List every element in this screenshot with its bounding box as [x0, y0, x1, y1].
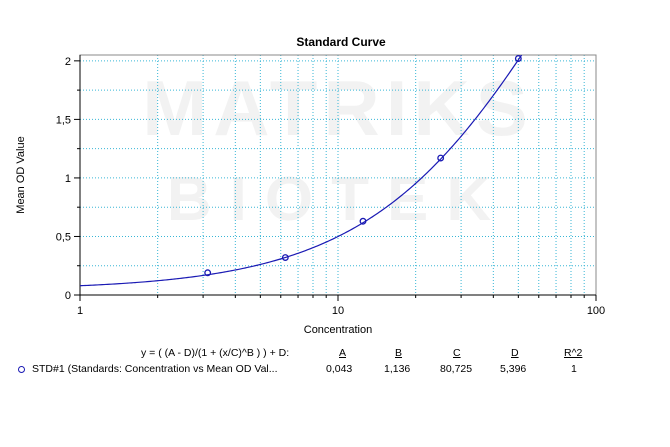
legend-header-c: C: [453, 347, 461, 359]
legend-value-c: 80,725: [440, 363, 473, 375]
x-tick-label: 10: [332, 305, 344, 317]
legend-series-label: STD#1 (Standards: Concentration vs Mean …: [32, 363, 278, 375]
legend-value-r2: 1: [571, 363, 577, 375]
axes: [74, 55, 597, 301]
data-points: [204, 55, 522, 277]
legend-value-b: 1,136: [384, 363, 411, 375]
data-point: [204, 269, 212, 277]
x-tick-label: 100: [587, 305, 605, 317]
x-tick-label: 1: [77, 305, 83, 317]
data-point: [281, 254, 289, 261]
x-axis-label: Concentration: [304, 324, 373, 336]
tick-labels: 1 10 100 0 0,5 1 1,5 2: [56, 56, 605, 317]
data-point: [514, 55, 522, 62]
y-tick-label: 2: [65, 56, 71, 68]
legend-table: y = ( (A - D)/(1 + (x/C)^B ) ) + D: A B …: [0, 346, 670, 386]
legend-equation: y = ( (A - D)/(1 + (x/C)^B ) ) + D:: [141, 347, 290, 359]
legend-value-a: 0,043: [326, 363, 353, 375]
watermark-text: MATRIKS: [142, 64, 534, 152]
y-tick-label: 0: [65, 290, 71, 302]
grid-lines: [80, 55, 596, 295]
y-tick-label: 0,5: [56, 231, 71, 243]
legend-header-r2: R^2: [564, 347, 583, 359]
fit-curve: [80, 55, 523, 287]
legend-header-b: B: [395, 347, 403, 359]
y-tick-label: 1,5: [56, 114, 71, 126]
legend-header-d: D: [511, 347, 519, 359]
legend-value-d: 5,396: [500, 363, 527, 375]
legend-marker: [18, 366, 25, 373]
data-point: [437, 154, 445, 162]
y-tick-label: 1: [65, 173, 71, 185]
watermark-logo: MATRIKS BIOTEK: [142, 64, 534, 234]
watermark-text: BIOTEK: [167, 165, 509, 234]
y-axis-label: Mean OD Value: [15, 136, 27, 213]
data-point: [359, 217, 367, 225]
legend-header-a: A: [339, 347, 347, 359]
chart-title: Standard Curve: [296, 35, 386, 49]
